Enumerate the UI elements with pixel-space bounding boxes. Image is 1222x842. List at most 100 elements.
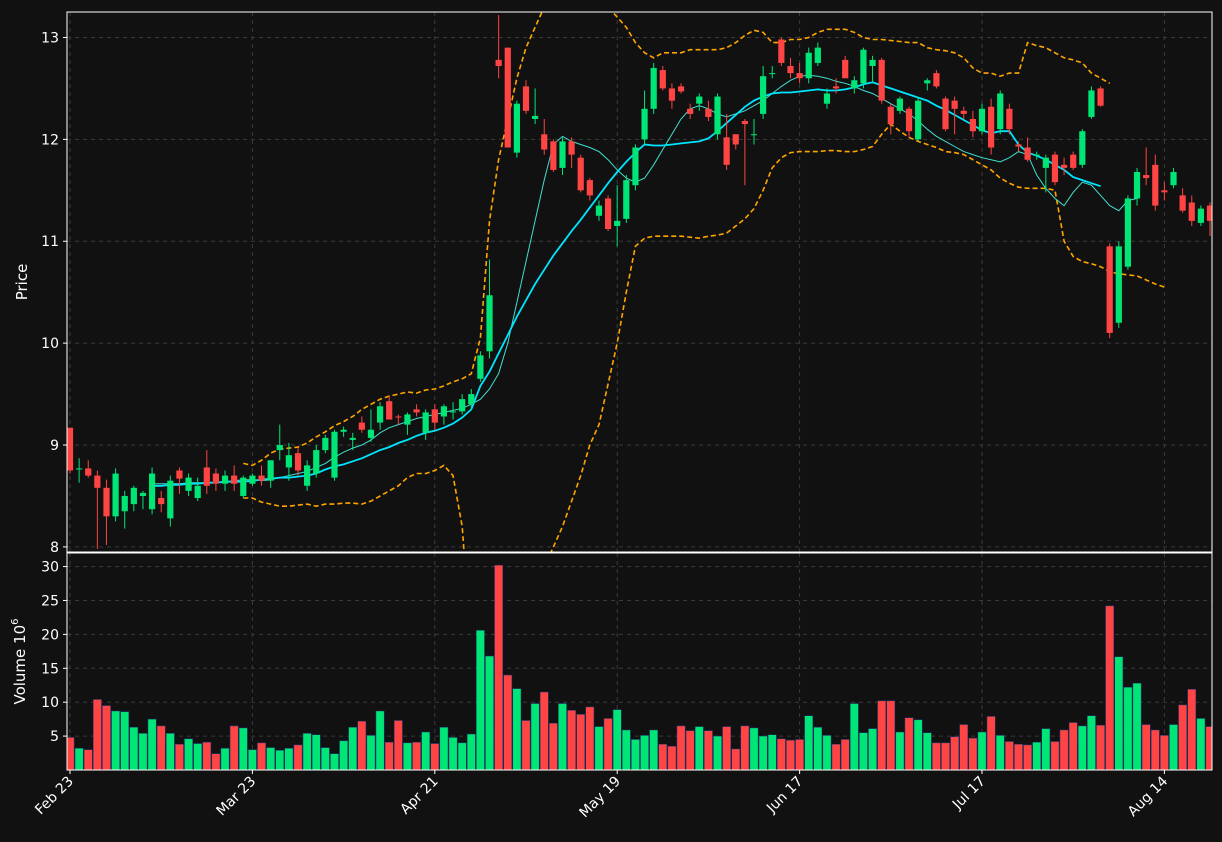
volume-bar [558,703,567,770]
volume-bar [1160,735,1169,770]
candle [677,83,685,94]
volume-bar [165,733,175,770]
candle [94,470,101,549]
candle [1024,137,1031,162]
candle-body [988,106,995,148]
volume-bar [512,688,522,770]
candle-body [942,98,949,130]
candle-body [769,73,776,75]
candle-body [1070,154,1077,168]
volume-bar [147,718,157,770]
candle [577,154,584,193]
candle-body [285,455,292,468]
candle [641,90,648,145]
candle-body [340,429,347,432]
candle-body [294,453,302,471]
candle-body [422,412,429,433]
candle [376,402,384,430]
candle-body [1042,157,1049,168]
volume-bar [694,726,704,770]
candle [1088,86,1095,119]
volume-bar [138,733,148,770]
candle-body [924,80,931,84]
volume-bar [248,749,257,770]
candle [997,90,1004,135]
candle [367,409,375,442]
candle [741,118,748,186]
candle [276,424,283,461]
candle-body [641,108,648,140]
volume-bar [102,705,111,770]
candle [978,103,986,135]
candle-body [969,118,976,132]
candle-body [130,487,137,505]
volume-bar [713,735,722,770]
candle [1143,147,1150,186]
candle-body [978,108,986,132]
volume-bar [503,674,513,770]
candle [860,47,867,89]
volume-bar [284,748,294,770]
candle [532,88,539,125]
volume-bar [740,725,750,770]
volume-bar [403,742,412,770]
volume-bar [339,740,348,770]
volume-bar [977,731,987,770]
candle-body [1161,190,1168,193]
candle-body [1006,108,1013,130]
candle [468,388,475,410]
candle-body [367,429,375,438]
volume-bar [667,746,677,770]
volume-bar [348,727,358,770]
volume-bar [585,706,595,770]
volume-bar [439,727,449,770]
bollinger-upper-line [243,12,1111,467]
candle-body [103,487,110,517]
candle-body [1124,198,1132,267]
candle [1106,243,1113,339]
candle-body [705,108,712,117]
candle-body [249,475,256,484]
bollinger-bands [243,12,1165,552]
candle-body [586,180,593,196]
volume-bar [466,733,476,770]
volume-bar [1041,728,1051,770]
volume-bar [932,742,941,770]
candle-body [495,59,502,66]
price-tick-label: 8 [50,540,59,556]
candle [832,78,840,94]
volume-bar [330,753,339,770]
candle-body [1152,164,1159,206]
volume-bar [603,718,613,770]
candle-body [267,460,274,481]
volume-bar [384,741,394,770]
candle [67,427,74,474]
volume-tick-label: 25 [41,593,59,609]
candle-body [650,68,657,109]
candle-body [714,96,721,135]
volume-bar [257,742,266,770]
volume-bar [448,737,458,770]
volume-grid [67,553,1212,770]
volume-tick-label: 15 [41,661,59,677]
volume-bar [1096,724,1105,770]
volume-bar [913,719,923,770]
candle [814,42,821,66]
candle-body [532,115,539,119]
volume-bar [430,743,440,770]
candle [869,55,876,84]
candle-body [221,475,229,484]
volume-bar [731,748,741,770]
volume-bar [986,716,996,770]
volume-bar [412,741,421,770]
candle-body [148,473,156,510]
volume-bar [904,717,914,770]
candle-body [696,96,703,104]
volume-bar [120,711,130,770]
candle-body [449,411,457,413]
candle-body [386,401,393,420]
volume-bar [184,738,193,770]
candle [1006,103,1013,135]
candle-body [1115,246,1122,323]
